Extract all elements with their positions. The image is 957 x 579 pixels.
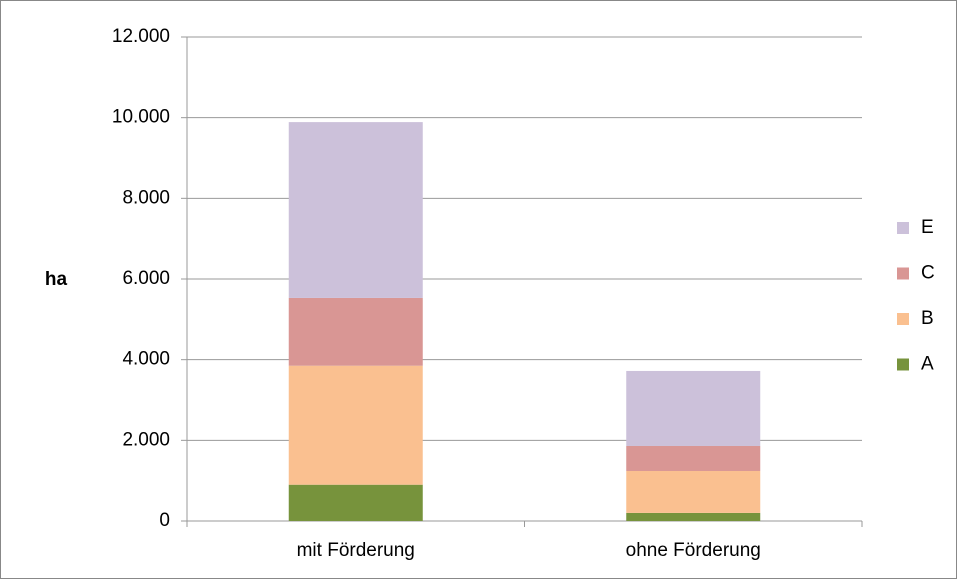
y-tick-label: 6.000 (122, 268, 170, 289)
legend-swatch (897, 358, 909, 371)
bar-segment (626, 445, 761, 471)
y-tick-label: 8.000 (122, 187, 170, 208)
legend-swatch (897, 313, 909, 325)
bar-segment (288, 297, 423, 366)
legend-label: A (921, 354, 934, 375)
bar-segment (626, 512, 761, 521)
bar-segment (288, 122, 423, 298)
y-tick-label: 4.000 (122, 349, 170, 370)
bar-segment (288, 365, 423, 485)
bar-segment (288, 484, 423, 521)
legend-label: B (921, 308, 934, 329)
y-axis-label: ha (45, 269, 68, 290)
y-tick-label: 10.000 (112, 107, 170, 128)
x-tick-label: mit Förderung (297, 540, 415, 561)
legend-label: C (921, 263, 935, 284)
y-tick-label: 2.000 (122, 429, 170, 450)
y-tick-label: 0 (159, 510, 170, 531)
legend-swatch (897, 267, 909, 280)
x-tick-label: ohne Förderung (626, 540, 761, 561)
y-tick-label: 12.000 (112, 26, 170, 47)
legend-swatch (897, 222, 909, 234)
legend-label: E (921, 217, 934, 238)
bar-segment (626, 470, 761, 513)
bar-segment (626, 370, 761, 446)
